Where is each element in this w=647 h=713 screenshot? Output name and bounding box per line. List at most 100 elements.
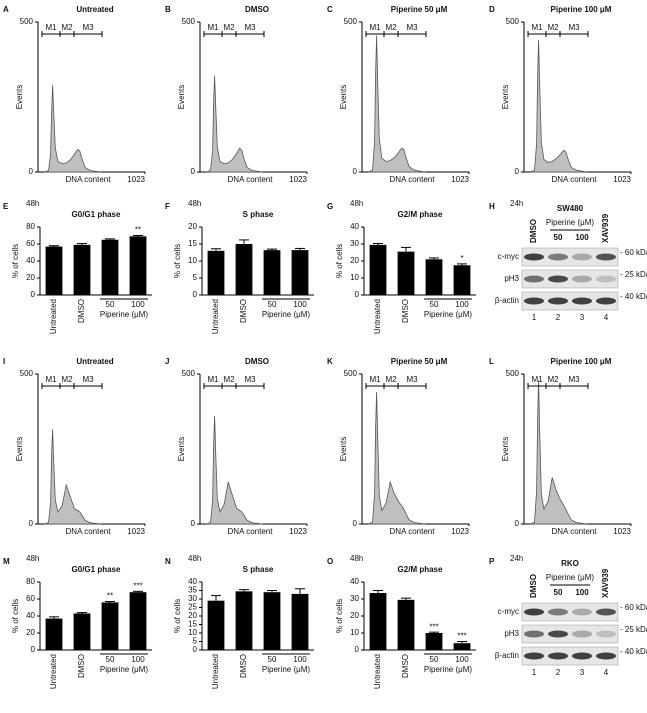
x-tick-label: 100 [455,300,469,309]
y-tick-label: 0 [515,519,520,528]
lane-label: DMSO [529,219,538,243]
blot-band [572,652,592,660]
y-tick-label: 25 [188,603,197,612]
time-label: 24h [510,554,523,563]
chart-title: Piperine 100 μM [551,357,612,366]
y-tick-label: 10 [188,256,197,265]
bar [369,593,387,650]
y-tick-label: 0 [355,290,360,299]
gate-label: M3 [82,375,94,384]
time-label: 48h [188,199,201,208]
chart-title: Piperine 50 μM [391,5,448,14]
y-tick-label: 10 [188,628,197,637]
y-tick-label: 10 [350,273,359,282]
y-tick-label: 80 [26,577,35,586]
significance-label: ** [135,226,141,235]
chart-title: DMSO [245,5,269,14]
y-axis-label: Events [15,85,24,109]
blot-band [548,253,568,261]
y-tick-label: 500 [20,369,34,378]
significance-label: * [460,254,463,263]
blot-strip [521,291,619,311]
blot-band [524,253,544,261]
chart-title: G0/G1 phase [72,565,121,574]
chart-title: Piperine 50 μM [391,357,448,366]
bar [263,592,281,650]
panel-label: G [327,202,333,211]
y-tick-label: 20 [350,256,359,265]
chart-title: G2/M phase [398,565,443,574]
blot-band [548,608,568,616]
chart-title: G2/M phase [398,210,443,219]
blot-band [548,652,568,660]
gate-label: M1 [369,23,381,32]
bar [129,592,147,650]
bar [263,250,281,295]
x-tick-label: 50 [106,655,115,664]
panel-label: K [327,357,333,366]
bar [291,593,309,650]
y-axis-label: Events [177,437,186,461]
x-tick-label: 1023 [127,527,145,536]
x-tick-label: 1023 [289,527,307,536]
chart-title: G0/G1 phase [72,210,121,219]
group-label: Piperine (μM) [424,665,473,674]
lane-label: 100 [575,588,589,597]
bar [73,244,91,295]
row-label: β-actin [495,651,519,660]
chart-title: DMSO [245,357,269,366]
blot-strip [521,602,619,622]
gate-label: M2 [547,375,559,384]
gate-label: M2 [385,375,397,384]
y-axis-label: Events [339,437,348,461]
x-axis-label: DNA content [390,175,436,184]
chart-title: Untreated [76,5,113,14]
chart-title: S phase [243,210,274,219]
row-label: c-myc [498,607,519,616]
gate-label: M1 [45,375,57,384]
chart-title: Piperine 100 μM [551,5,612,14]
histogram-area [530,39,587,173]
panel-label: C [327,5,333,14]
lane-number: 4 [604,313,609,322]
histogram-area [44,429,101,525]
row-label: pH3 [504,274,519,283]
histogram-area [368,35,425,173]
lane-number: 3 [580,668,585,677]
y-tick-label: 0 [515,167,520,176]
panel-label: D [489,5,495,14]
y-tick-label: 0 [193,290,198,299]
y-tick-label: 500 [344,17,358,26]
lane-number: 2 [556,668,561,677]
blot-band [524,297,544,305]
y-tick-label: 5 [193,637,198,646]
y-tick-label: 0 [355,645,360,654]
bar [129,236,147,295]
histogram-area [44,84,101,173]
y-tick-label: 20 [26,628,35,637]
gate-label: M3 [568,23,580,32]
x-tick-label: 1023 [451,175,469,184]
y-tick-label: 40 [26,256,35,265]
y-tick-label: 500 [344,369,358,378]
size-marker: - 40 kDa [620,647,647,656]
bar [101,239,119,295]
x-tick-label: 50 [430,655,439,664]
x-tick-label: 1023 [127,175,145,184]
blot-strip [521,247,619,267]
gate-label: M1 [531,375,543,384]
y-tick-label: 30 [188,594,197,603]
blot-strip [521,269,619,289]
blot-band [596,253,616,261]
y-tick-label: 30 [350,239,359,248]
y-tick-label: 40 [26,611,35,620]
time-label: 48h [350,554,363,563]
bar [101,602,119,650]
gate-label: M1 [207,23,219,32]
x-tick-label: Untreated [49,299,58,334]
size-marker: - 60 kDa [620,248,647,257]
y-tick-label: 60 [26,594,35,603]
x-tick-label: Untreated [211,654,220,689]
y-tick-label: 40 [350,577,359,586]
lane-number: 2 [556,313,561,322]
